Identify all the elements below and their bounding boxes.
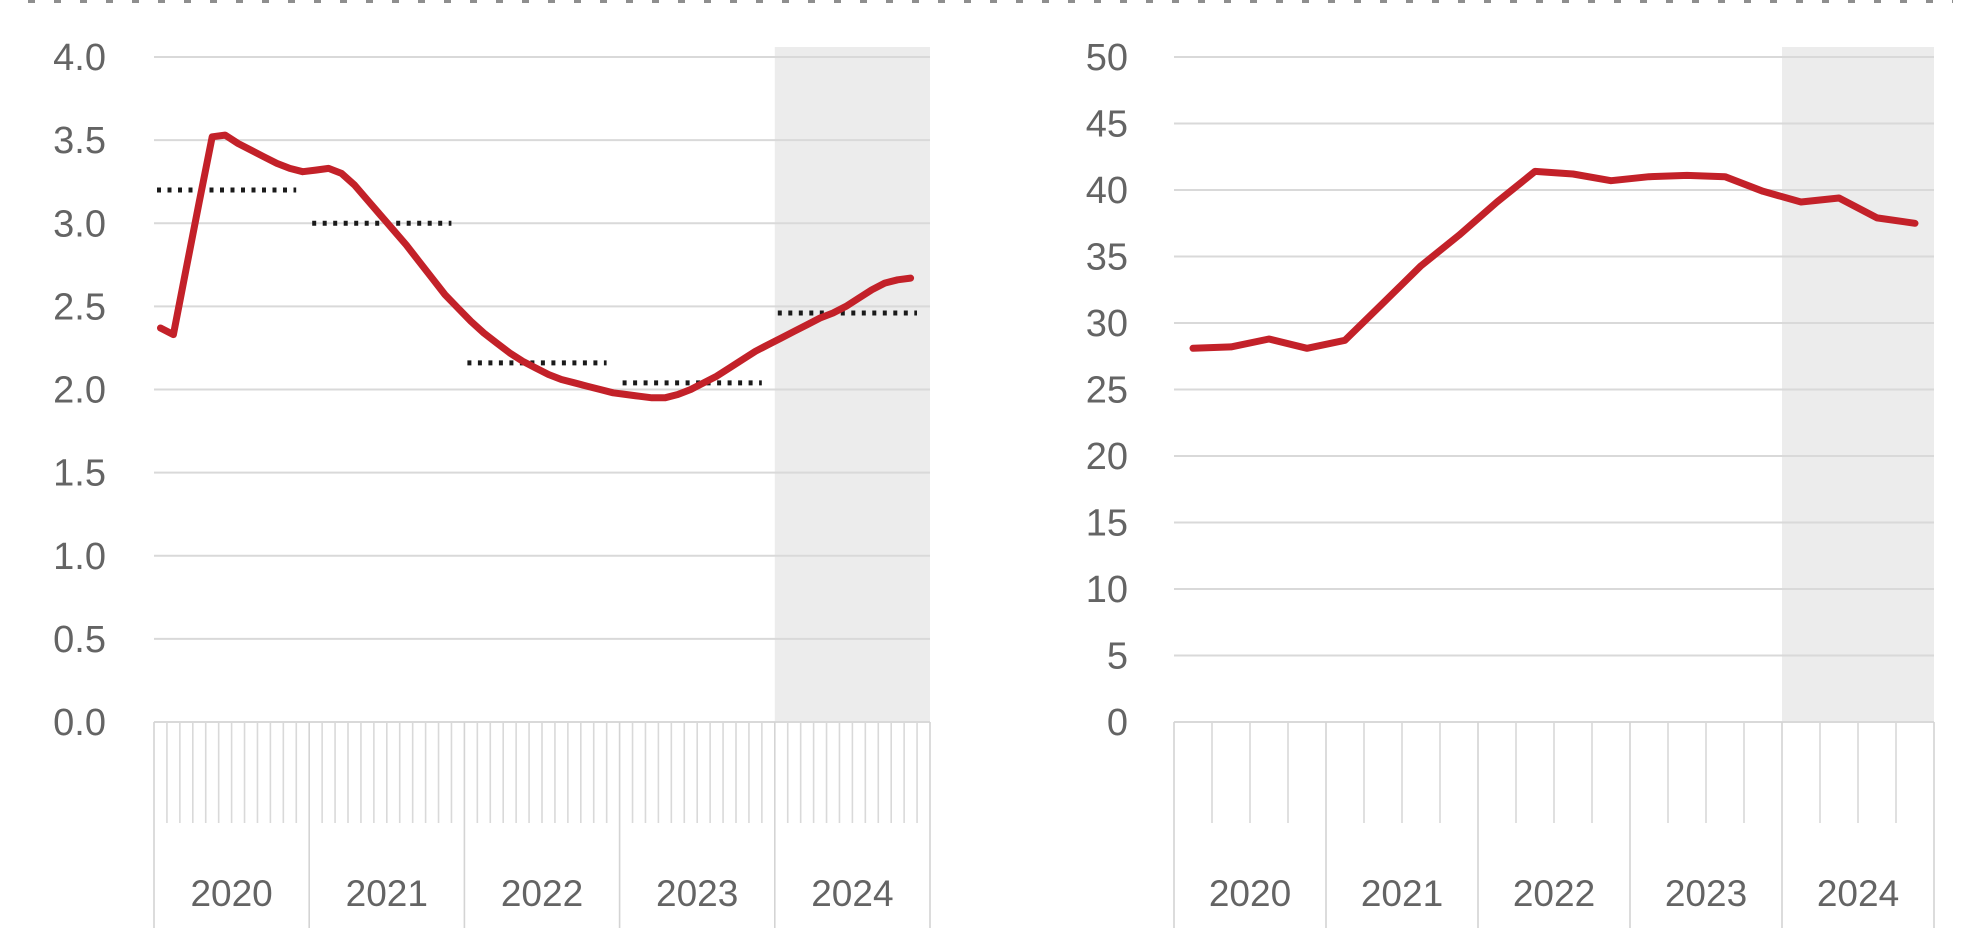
- y-axis-label: 3.0: [53, 203, 106, 245]
- x-axis-year-label: 2021: [1361, 873, 1443, 914]
- y-axis-label: 50: [1086, 37, 1128, 79]
- y-axis-label: 0.5: [53, 619, 106, 661]
- left-line-chart: 4.0 3.5 3.0 2.5 2.0 1.5 1.0 0.5 0.0 2020 2021 2022 2…: [53, 37, 931, 928]
- y-axis-label: 15: [1086, 503, 1128, 545]
- y-axis-label: 2.0: [53, 370, 106, 412]
- rate-line: [157, 131, 915, 402]
- y-axis-label: 45: [1086, 104, 1128, 146]
- y-axis-label: 1.5: [53, 453, 106, 495]
- y-axis-label: 0.0: [53, 702, 106, 744]
- y-axis-label: 40: [1086, 170, 1128, 212]
- forecast-band: [1782, 47, 1934, 722]
- y-axis-label: 30: [1086, 303, 1128, 345]
- x-axis-year-label: 2022: [1513, 873, 1595, 914]
- y-axis-label: 2.5: [53, 286, 106, 328]
- x-axis-year-label: 2020: [190, 873, 272, 914]
- x-axis-year-label: 2024: [811, 873, 893, 914]
- y-axis-label: 4.0: [53, 37, 106, 79]
- x-axis-year-label: 2022: [501, 873, 583, 914]
- y-axis-label: 25: [1086, 370, 1128, 412]
- y-axis-label: 20: [1086, 436, 1128, 478]
- x-axis-year-label: 2023: [656, 873, 738, 914]
- y-axis-label: 10: [1086, 569, 1128, 611]
- x-axis-year-label: 2021: [346, 873, 428, 914]
- x-axis-year-label: 2023: [1665, 873, 1747, 914]
- cropped-dashed-line: [28, 0, 1953, 3]
- y-axis-label: 35: [1086, 237, 1128, 279]
- x-axis-year-label: 2024: [1817, 873, 1899, 914]
- y-axis-label: 5: [1107, 636, 1128, 678]
- rate-line: [1189, 167, 1919, 352]
- forecast-band: [774, 47, 930, 722]
- y-axis-label: 1.0: [53, 536, 106, 578]
- y-axis-label: 0: [1107, 702, 1128, 744]
- x-axis-year-label: 2020: [1209, 873, 1291, 914]
- y-axis-label: 3.5: [53, 120, 106, 162]
